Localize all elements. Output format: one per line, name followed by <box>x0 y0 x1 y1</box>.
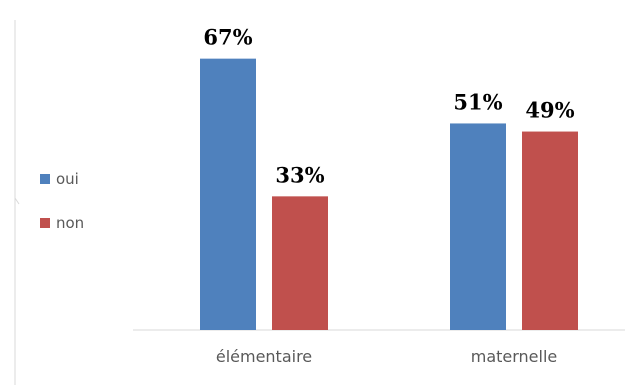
legend-swatch-non <box>40 218 50 228</box>
bar-non-1 <box>522 131 578 330</box>
bar-non-0 <box>272 196 328 330</box>
data-label-oui-0: 67% <box>203 25 252 50</box>
data-label-oui-1: 51% <box>453 89 502 114</box>
legend-label-oui: oui <box>56 170 79 188</box>
legend-label-non: non <box>56 214 85 232</box>
data-labels-group: 67% 33% 51% 49% <box>203 25 574 188</box>
legend: oui non <box>40 168 84 256</box>
bar-oui-1 <box>450 123 506 330</box>
bar-oui-0 <box>200 58 256 331</box>
legend-item-oui: oui <box>40 168 84 190</box>
category-labels-group: élémentaire maternelle <box>216 347 557 366</box>
category-label-1: maternelle <box>471 347 558 366</box>
category-label-0: élémentaire <box>216 347 312 366</box>
bars-group <box>200 58 578 331</box>
legend-item-non: non <box>40 212 84 234</box>
chart-left-notch <box>14 197 20 205</box>
data-label-non-0: 33% <box>275 162 324 187</box>
data-label-non-1: 49% <box>525 98 574 123</box>
legend-swatch-oui <box>40 174 50 184</box>
